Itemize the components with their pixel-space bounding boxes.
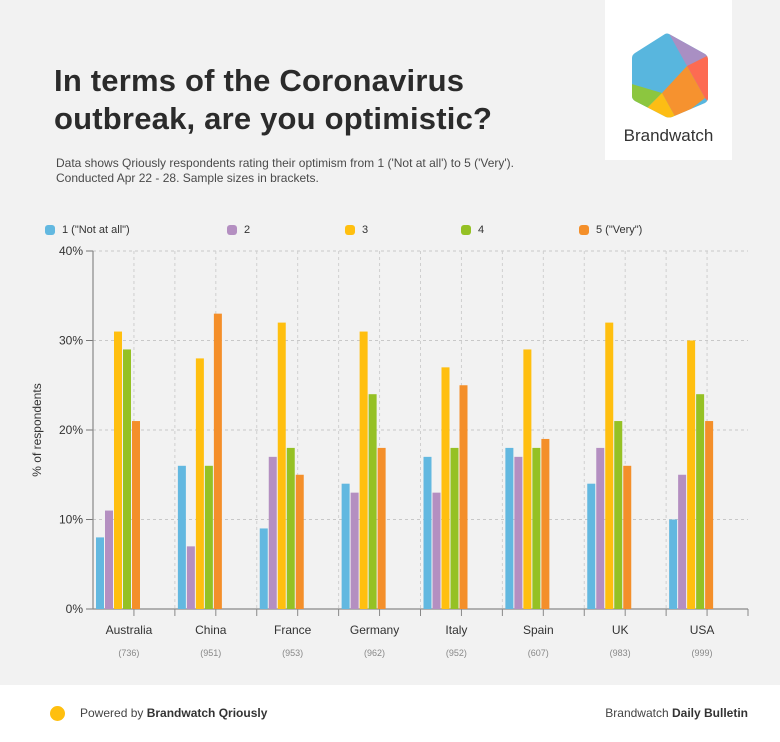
bar-spain-5	[541, 438, 550, 609]
brandwatch-logo-text: Brandwatch	[623, 126, 714, 145]
legend-item: 4	[461, 224, 484, 236]
bar-italy-2	[432, 492, 441, 609]
bar-china-1	[177, 465, 186, 609]
bar-france-3	[277, 322, 286, 609]
brandwatch-hexagon-logo-icon	[632, 33, 708, 118]
bar-usa-5	[705, 421, 714, 609]
sample-size-label: (983)	[610, 648, 631, 658]
x-tick-label: Germany	[350, 623, 399, 637]
bar-australia-5	[132, 421, 140, 609]
bar-australia-2	[105, 510, 113, 609]
bar-spain-1	[505, 447, 514, 609]
subtitle-line-2: Conducted Apr 22 - 28. Sample sizes in b…	[56, 171, 319, 185]
powered-by-text: Powered by Brandwatch Qriously	[80, 706, 267, 720]
bar-germany-2	[350, 492, 359, 609]
bar-germany-3	[359, 331, 368, 609]
legend-label: 4	[478, 224, 485, 236]
bar-germany-1	[341, 483, 350, 609]
sample-size-label: (607)	[528, 648, 549, 658]
legend-label: 1 ("Not at all")	[62, 224, 130, 236]
legend-label: 2	[244, 224, 251, 236]
x-tick-label: France	[274, 623, 312, 637]
bar-chart: 0% 10% 20% 30% 40% Australia (736) China (951) Fr…	[30, 244, 749, 658]
powered-by-prefix: Powered by	[80, 706, 147, 720]
y-tick-label: 30%	[59, 334, 83, 348]
legend-label: 5 ("Very")	[596, 224, 643, 236]
legend-swatch-icon	[345, 225, 355, 235]
bar-france-1	[259, 528, 268, 609]
footer: Powered by Brandwatch Qriously Brandwatc…	[0, 685, 780, 742]
brandwatch-logo: Brandwatch	[605, 0, 732, 160]
chart-title-line-1: In terms of the Coronavirus	[54, 63, 465, 98]
bar-spain-4	[532, 447, 541, 609]
bar-china-5	[213, 313, 222, 609]
sample-size-label: (999)	[692, 648, 713, 658]
bar-china-2	[186, 546, 195, 609]
x-tick-label: Australia	[106, 623, 153, 637]
legend-swatch-icon	[45, 225, 55, 235]
x-tick-label: USA	[690, 623, 715, 637]
sample-size-label: (962)	[364, 648, 385, 658]
bar-uk-4	[614, 421, 623, 609]
bar-australia-3	[114, 331, 122, 609]
subtitle-line-1: Data shows Qriously respondents rating t…	[56, 156, 514, 170]
y-tick-label: 20%	[59, 423, 83, 437]
chart-title-line-2: outbreak, are you optimistic?	[54, 101, 493, 136]
bar-france-4	[286, 447, 295, 609]
legend-swatch-icon	[461, 225, 471, 235]
legend-item: 2	[227, 224, 250, 236]
sample-size-label: (952)	[446, 648, 467, 658]
sample-size-label: (953)	[282, 648, 303, 658]
bar-spain-3	[523, 349, 532, 609]
daily-bulletin-prefix: Brandwatch	[605, 706, 672, 720]
bar-italy-4	[450, 447, 459, 609]
chart-legend: 1 ("Not at all") 2 3 4 5 ("Very")	[0, 224, 780, 240]
bar-china-3	[195, 358, 204, 609]
y-tick-label: 0%	[66, 602, 84, 616]
bar-germany-4	[368, 394, 377, 609]
bar-spain-2	[514, 456, 523, 609]
daily-bulletin-brand: Daily Bulletin	[671, 706, 748, 720]
bar-germany-5	[377, 447, 386, 609]
daily-bulletin-text: Brandwatch Daily Bulletin	[605, 706, 748, 720]
bar-usa-2	[678, 474, 687, 609]
y-tick-label: 40%	[59, 244, 83, 258]
x-tick-label: China	[195, 623, 227, 637]
bar-france-2	[268, 456, 277, 609]
bar-france-5	[295, 474, 304, 609]
sample-size-label: (951)	[200, 648, 221, 658]
y-tick-label: 10%	[59, 513, 83, 527]
sample-size-label: (736)	[118, 648, 139, 658]
legend-item: 5 ("Very")	[579, 224, 642, 236]
legend-swatch-icon	[227, 225, 237, 235]
bar-uk-1	[587, 483, 596, 609]
bar-italy-5	[459, 385, 468, 609]
chart-subtitle: Data shows Qriously respondents rating t…	[56, 156, 514, 186]
chart-title: In terms of the Coronavirus outbreak, ar…	[54, 62, 492, 138]
legend-swatch-icon	[579, 225, 589, 235]
bar-italy-1	[423, 456, 432, 609]
legend-label: 3	[362, 224, 369, 236]
y-axis-label: % of respondents	[30, 383, 44, 476]
bar-usa-3	[687, 340, 696, 609]
qriously-dot-icon	[50, 706, 65, 721]
bar-uk-2	[596, 447, 605, 609]
x-tick-label: Spain	[523, 623, 554, 637]
bar-uk-3	[605, 322, 614, 609]
powered-by-brand: Brandwatch Qriously	[146, 706, 268, 720]
bar-usa-1	[669, 519, 678, 609]
x-tick-label: UK	[612, 623, 629, 637]
bar-australia-1	[96, 537, 104, 609]
bar-usa-4	[696, 394, 705, 609]
bar-china-4	[204, 465, 213, 609]
legend-item: 3	[345, 224, 368, 236]
legend-item: 1 ("Not at all")	[45, 224, 130, 236]
bar-australia-4	[123, 349, 131, 609]
bar-italy-3	[441, 367, 450, 609]
bar-uk-5	[623, 465, 632, 609]
x-tick-label: Italy	[445, 623, 467, 637]
